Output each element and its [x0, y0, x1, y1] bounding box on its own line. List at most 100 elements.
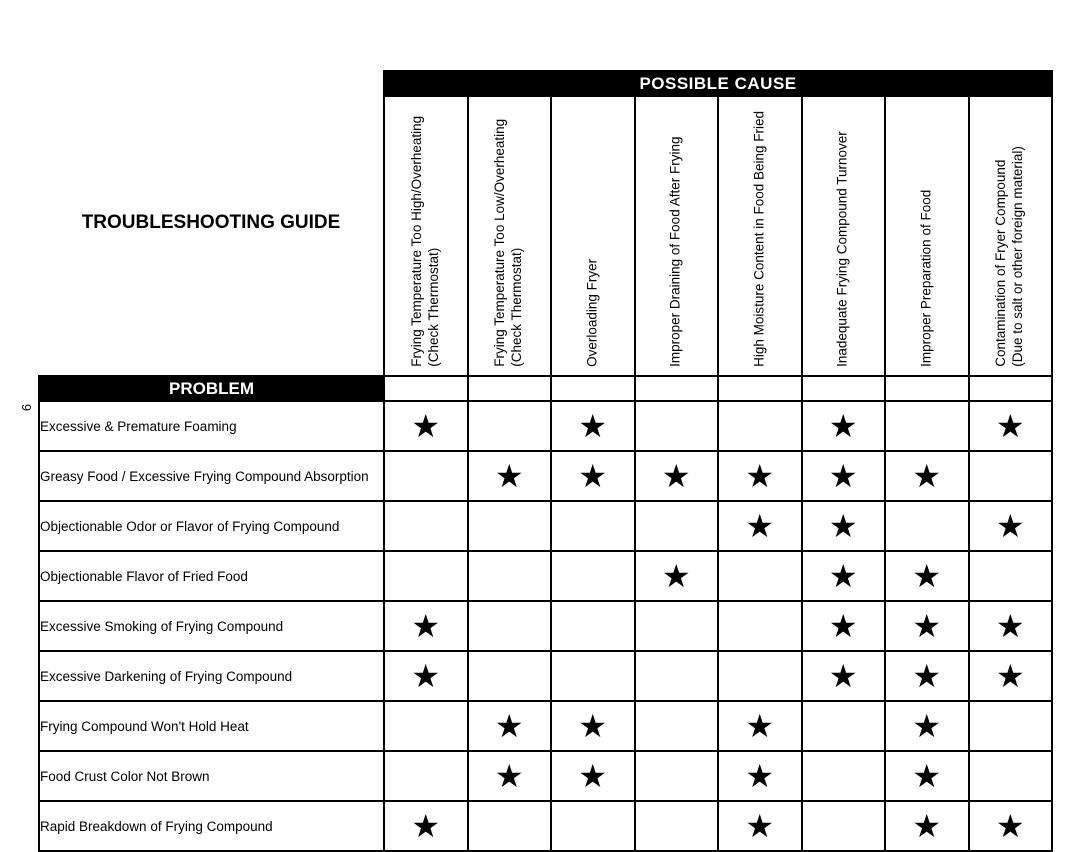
cause-0-line1: Frying Temperature Too High/Overheating	[409, 116, 424, 367]
matrix-cell: ★	[802, 651, 886, 701]
matrix-cell	[718, 551, 802, 601]
matrix-cell: ★	[969, 401, 1053, 451]
star-icon: ★	[912, 758, 941, 794]
star-icon: ★	[411, 658, 440, 694]
matrix-cell: ★	[885, 601, 969, 651]
matrix-cell: ★	[551, 401, 635, 451]
possible-cause-header: POSSIBLE CAUSE	[384, 71, 1052, 96]
matrix-cell: ★	[384, 601, 468, 651]
matrix-cell	[384, 551, 468, 601]
table-row: Excessive Smoking of Frying Compound★★★★	[39, 601, 1052, 651]
matrix-cell	[551, 801, 635, 851]
matrix-cell: ★	[551, 701, 635, 751]
star-icon: ★	[578, 708, 607, 744]
star-icon: ★	[912, 608, 941, 644]
matrix-cell	[635, 701, 719, 751]
matrix-cell: ★	[885, 451, 969, 501]
matrix-cell	[468, 551, 552, 601]
matrix-cell	[718, 651, 802, 701]
matrix-cell: ★	[384, 401, 468, 451]
cause-col-6: Improper Preparation of Food	[885, 96, 969, 376]
star-icon: ★	[996, 508, 1025, 544]
matrix-cell: ★	[969, 601, 1053, 651]
matrix-cell: ★	[551, 751, 635, 801]
guide-title: TROUBLESHOOTING GUIDE	[39, 71, 384, 376]
problem-label: Excessive Darkening of Frying Compound	[39, 651, 384, 701]
star-icon: ★	[578, 408, 607, 444]
troubleshooting-table: TROUBLESHOOTING GUIDE POSSIBLE CAUSE Fry…	[38, 70, 1053, 852]
matrix-cell	[384, 751, 468, 801]
matrix-cell	[635, 751, 719, 801]
matrix-cell: ★	[384, 801, 468, 851]
star-icon: ★	[495, 458, 524, 494]
matrix-cell	[718, 401, 802, 451]
problem-label: Excessive & Premature Foaming	[39, 401, 384, 451]
star-icon: ★	[912, 458, 941, 494]
matrix-cell	[384, 501, 468, 551]
cause-7-line2: (Due to salt or other foreign material)	[1010, 146, 1027, 367]
matrix-cell: ★	[802, 451, 886, 501]
cause-col-3: Improper Draining of Food After Frying	[635, 96, 719, 376]
star-icon: ★	[745, 708, 774, 744]
star-icon: ★	[578, 458, 607, 494]
matrix-cell	[384, 451, 468, 501]
matrix-cell	[551, 601, 635, 651]
matrix-cell	[969, 551, 1053, 601]
matrix-cell	[551, 551, 635, 601]
cause-5-line1: Inadequate Frying Compound Turnover	[835, 131, 850, 367]
matrix-cell	[802, 751, 886, 801]
cause-col-7: Contamination of Fryer Compound(Due to s…	[969, 96, 1053, 376]
matrix-cell: ★	[802, 551, 886, 601]
matrix-cell: ★	[885, 801, 969, 851]
cause-3-line1: Improper Draining of Food After Frying	[668, 137, 683, 367]
star-icon: ★	[829, 458, 858, 494]
table-row: Excessive Darkening of Frying Compound ★ ★…	[39, 651, 1052, 701]
star-icon: ★	[996, 808, 1025, 844]
cause-col-0: Frying Temperature Too High/Overheating(…	[384, 96, 468, 376]
cause-col-2: Overloading Fryer	[551, 96, 635, 376]
table-row: Greasy Food / Excessive Frying Compound …	[39, 451, 1052, 501]
star-icon: ★	[996, 608, 1025, 644]
matrix-cell	[802, 701, 886, 751]
matrix-cell: ★	[718, 501, 802, 551]
star-icon: ★	[829, 508, 858, 544]
cause-col-4: High Moisture Content in Food Being Frie…	[718, 96, 802, 376]
star-icon: ★	[411, 808, 440, 844]
matrix-cell	[885, 501, 969, 551]
cause-col-1: Frying Temperature Too Low/Overheating(C…	[468, 96, 552, 376]
page-number: 6	[19, 404, 34, 411]
matrix-cell: ★	[885, 751, 969, 801]
matrix-cell: ★	[802, 501, 886, 551]
matrix-cell	[635, 501, 719, 551]
matrix-cell: ★	[718, 801, 802, 851]
matrix-cell: ★	[468, 451, 552, 501]
matrix-cell: ★	[885, 551, 969, 601]
cause-6-line1: Improper Preparation of Food	[918, 190, 933, 367]
matrix-cell: ★	[885, 701, 969, 751]
matrix-cell	[468, 401, 552, 451]
star-icon: ★	[829, 408, 858, 444]
header-row-causes: TROUBLESHOOTING GUIDE POSSIBLE CAUSE	[39, 71, 1052, 96]
cause-1-line2: (Check Thermostat)	[509, 119, 526, 367]
matrix-cell	[802, 801, 886, 851]
matrix-cell: ★	[969, 651, 1053, 701]
star-icon: ★	[912, 558, 941, 594]
star-icon: ★	[829, 658, 858, 694]
matrix-cell	[468, 501, 552, 551]
matrix-cell: ★	[384, 651, 468, 701]
matrix-cell	[969, 701, 1053, 751]
cause-2-line1: Overloading Fryer	[584, 259, 599, 367]
star-icon: ★	[578, 758, 607, 794]
matrix-cell: ★	[802, 601, 886, 651]
matrix-cell	[718, 601, 802, 651]
star-icon: ★	[745, 758, 774, 794]
star-icon: ★	[912, 708, 941, 744]
matrix-cell: ★	[635, 451, 719, 501]
matrix-cell: ★	[718, 701, 802, 751]
matrix-cell: ★	[802, 401, 886, 451]
star-icon: ★	[745, 508, 774, 544]
star-icon: ★	[411, 608, 440, 644]
matrix-cell: ★	[718, 751, 802, 801]
problem-label: Objectionable Flavor of Fried Food	[39, 551, 384, 601]
table-row: Objectionable Flavor of Fried Food★★★	[39, 551, 1052, 601]
